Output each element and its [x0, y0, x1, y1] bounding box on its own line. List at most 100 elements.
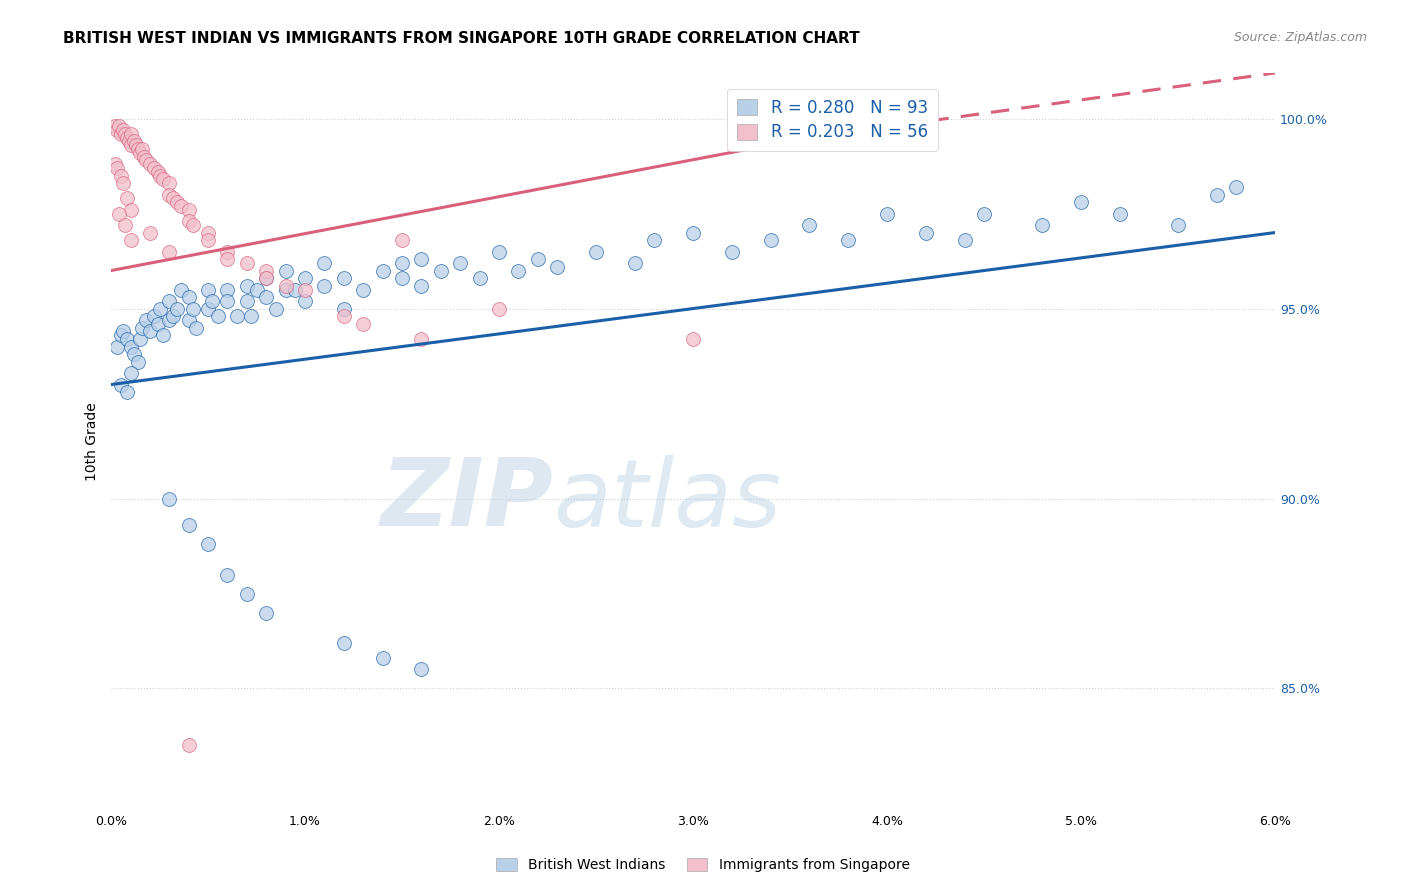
Point	[391, 256, 413, 270]
Point	[127, 142, 149, 156]
Text: ZIP: ZIP	[381, 455, 554, 547]
Point	[115, 332, 138, 346]
Point	[759, 233, 782, 247]
Point	[217, 567, 239, 582]
Point	[468, 271, 491, 285]
Point	[110, 127, 132, 141]
Point	[333, 301, 356, 316]
Point	[197, 233, 219, 247]
Point	[105, 161, 128, 175]
Point	[294, 293, 316, 308]
Point	[352, 317, 374, 331]
Point	[284, 283, 307, 297]
Point	[245, 283, 267, 297]
Point	[236, 586, 259, 600]
Point	[162, 309, 184, 323]
Point	[166, 301, 188, 316]
Point	[135, 153, 157, 168]
Point	[127, 355, 149, 369]
Point	[254, 290, 277, 304]
Point	[391, 271, 413, 285]
Point	[1167, 218, 1189, 232]
Point	[142, 161, 165, 175]
Point	[411, 663, 433, 677]
Point	[624, 256, 647, 270]
Point	[177, 290, 200, 304]
Point	[129, 145, 152, 160]
Point	[149, 301, 172, 316]
Point	[177, 202, 200, 217]
Point	[682, 332, 704, 346]
Point	[131, 320, 153, 334]
Point	[111, 123, 134, 137]
Point	[876, 206, 898, 220]
Point	[236, 293, 259, 308]
Point	[264, 301, 287, 316]
Point	[157, 293, 180, 308]
Point	[108, 119, 131, 133]
Point	[254, 606, 277, 620]
Point	[149, 169, 172, 183]
Point	[105, 340, 128, 354]
Point	[115, 191, 138, 205]
Point	[274, 263, 297, 277]
Point	[430, 263, 453, 277]
Point	[197, 283, 219, 297]
Point	[1205, 187, 1227, 202]
Point	[411, 278, 433, 293]
Point	[585, 244, 607, 259]
Point	[135, 313, 157, 327]
Point	[139, 226, 162, 240]
Point	[207, 309, 229, 323]
Point	[217, 293, 239, 308]
Point	[236, 278, 259, 293]
Point	[837, 233, 859, 247]
Text: Source: ZipAtlas.com: Source: ZipAtlas.com	[1233, 31, 1367, 45]
Point	[181, 301, 204, 316]
Legend: British West Indians, Immigrants from Singapore: British West Indians, Immigrants from Si…	[491, 853, 915, 878]
Point	[114, 127, 136, 141]
Point	[177, 214, 200, 228]
Point	[226, 309, 249, 323]
Point	[314, 278, 336, 293]
Point	[177, 518, 200, 533]
Point	[110, 169, 132, 183]
Point	[197, 301, 219, 316]
Point	[201, 293, 224, 308]
Point	[177, 739, 200, 753]
Point	[254, 271, 277, 285]
Point	[546, 260, 568, 274]
Point	[120, 127, 142, 141]
Text: atlas: atlas	[554, 455, 782, 546]
Point	[236, 256, 259, 270]
Point	[914, 226, 936, 240]
Text: BRITISH WEST INDIAN VS IMMIGRANTS FROM SINGAPORE 10TH GRADE CORRELATION CHART: BRITISH WEST INDIAN VS IMMIGRANTS FROM S…	[63, 31, 860, 46]
Point	[157, 313, 180, 327]
Point	[104, 119, 127, 133]
Point	[157, 187, 180, 202]
Point	[181, 218, 204, 232]
Point	[643, 233, 665, 247]
Point	[152, 328, 174, 343]
Point	[152, 172, 174, 186]
Point	[129, 332, 152, 346]
Point	[110, 377, 132, 392]
Point	[333, 271, 356, 285]
Point	[146, 165, 169, 179]
Point	[111, 324, 134, 338]
Point	[120, 366, 142, 380]
Point	[239, 309, 262, 323]
Point	[508, 263, 530, 277]
Point	[139, 324, 162, 338]
Point	[274, 278, 297, 293]
Point	[333, 309, 356, 323]
Point	[104, 157, 127, 171]
Point	[125, 138, 148, 153]
Point	[527, 252, 550, 267]
Point	[186, 320, 208, 334]
Point	[314, 256, 336, 270]
Point	[411, 252, 433, 267]
Point	[254, 271, 277, 285]
Point	[449, 256, 471, 270]
Point	[132, 150, 155, 164]
